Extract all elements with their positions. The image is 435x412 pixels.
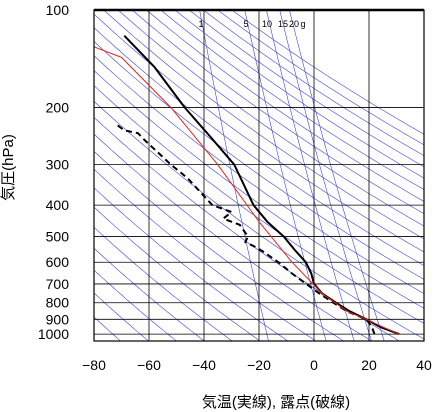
dry-adiabat bbox=[217, 10, 424, 146]
dry-adiabat bbox=[94, 226, 233, 341]
x-tick-label: 40 bbox=[416, 357, 432, 373]
dry-adiabat bbox=[94, 27, 424, 266]
series-layer bbox=[94, 35, 400, 336]
dry-adiabat bbox=[94, 187, 289, 341]
dry-adiabat bbox=[174, 10, 424, 179]
dry-adiabat bbox=[94, 150, 344, 341]
dry-adiabat bbox=[94, 269, 177, 341]
y-tick-label: 900 bbox=[46, 311, 70, 327]
x-tick-labels: −80 −60 −40 −20 0 20 40 bbox=[82, 357, 432, 373]
dry-adiabat bbox=[94, 133, 372, 341]
dry-adiabat bbox=[94, 316, 121, 341]
mixing-ratio-label: 20 bbox=[289, 19, 299, 29]
mixing-ratio-label: 10 bbox=[262, 19, 272, 29]
dry-adiabat bbox=[94, 100, 424, 340]
mixing-ratio-label: 5 bbox=[243, 19, 248, 29]
mixing-ratio-label: 1 bbox=[198, 19, 203, 29]
mixing-ratio-label: 15 bbox=[278, 19, 288, 29]
dry-adiabat bbox=[94, 206, 261, 341]
mixing-ratio-line bbox=[244, 10, 327, 341]
y-tick-label: 500 bbox=[46, 229, 70, 245]
y-tick-label: 800 bbox=[46, 295, 70, 311]
y-tick-label: 300 bbox=[46, 157, 70, 173]
dewpoint-line bbox=[115, 123, 376, 335]
y-tick-label: 400 bbox=[46, 197, 70, 213]
y-tick-label: 100 bbox=[46, 2, 70, 18]
x-tick-label: −80 bbox=[82, 357, 106, 373]
dry-adiabat bbox=[94, 292, 149, 341]
dry-adiabat bbox=[94, 247, 205, 341]
mixing-ratio-labels: 1 5 10 15 20 g bbox=[198, 19, 305, 29]
dry-adiabat bbox=[132, 10, 424, 214]
x-tick-label: 20 bbox=[361, 357, 377, 373]
mixing-ratio-label: g bbox=[300, 19, 305, 29]
y-tick-label: 600 bbox=[46, 254, 70, 270]
y-axis-title: 気圧(hPa) bbox=[0, 134, 17, 201]
mixing-ratio-line bbox=[199, 10, 269, 341]
y-tick-label: 1000 bbox=[38, 326, 69, 342]
x-tick-label: −20 bbox=[247, 357, 271, 373]
dry-adiabat bbox=[94, 13, 424, 253]
dry-adiabat bbox=[160, 10, 424, 190]
x-tick-label: 0 bbox=[310, 357, 318, 373]
mixing-ratio-line bbox=[266, 10, 355, 341]
temperature-line bbox=[123, 35, 400, 336]
x-tick-label: −60 bbox=[137, 357, 161, 373]
dry-adiabat bbox=[203, 10, 424, 156]
dry-adiabat bbox=[94, 168, 316, 341]
plot-frame bbox=[93, 8, 425, 342]
x-tick-label: −40 bbox=[192, 357, 216, 373]
mixing-ratio-line bbox=[289, 10, 385, 341]
dry-adiabat bbox=[117, 10, 424, 227]
dry-adiabat bbox=[103, 10, 424, 240]
dry-adiabat bbox=[188, 10, 424, 168]
dry-adiabat bbox=[94, 70, 424, 309]
dry-adiabat bbox=[94, 55, 424, 294]
reference-profile-line bbox=[94, 46, 400, 335]
y-tick-label: 700 bbox=[46, 276, 70, 292]
y-tick-label: 200 bbox=[46, 100, 70, 116]
x-axis-title: 気温(実線), 露点(破線) bbox=[202, 394, 350, 411]
dry-adiabat bbox=[146, 10, 424, 202]
